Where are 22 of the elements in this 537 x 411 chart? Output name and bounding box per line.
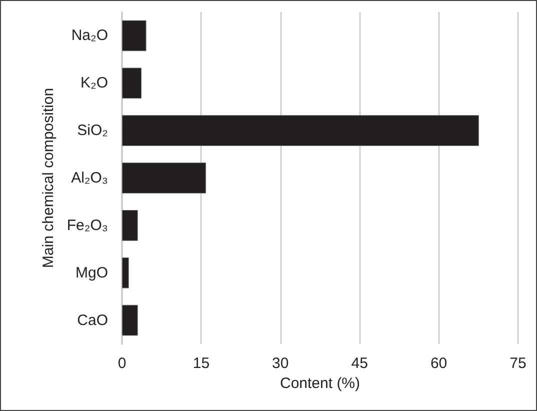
y-axis-title: Main chemical composition xyxy=(40,88,57,268)
y-tick-label: SiO₂ xyxy=(77,122,108,140)
bar xyxy=(122,115,479,146)
x-tick-label: 75 xyxy=(510,355,526,372)
y-tick-label: CaO xyxy=(77,312,108,329)
bar xyxy=(122,162,206,194)
bar xyxy=(122,20,146,52)
y-tick-label: K₂O xyxy=(80,74,108,92)
y-tick-label: MgO xyxy=(75,264,108,282)
y-tick-label: Fe₂O₃ xyxy=(66,216,108,234)
y-tick-label: Na₂O xyxy=(71,27,108,44)
x-axis-title: Content (%) xyxy=(280,374,360,392)
bar xyxy=(122,257,129,288)
bar xyxy=(122,210,138,241)
x-tick-label: 45 xyxy=(351,355,368,372)
bar xyxy=(122,68,142,99)
bar xyxy=(122,304,138,336)
x-tick-label: 15 xyxy=(192,355,210,372)
x-tick-label: 30 xyxy=(272,355,289,372)
y-tick-label: Al₂O₃ xyxy=(71,170,108,186)
x-tick-label: 60 xyxy=(430,355,448,372)
x-tick-label: 0 xyxy=(118,355,126,372)
